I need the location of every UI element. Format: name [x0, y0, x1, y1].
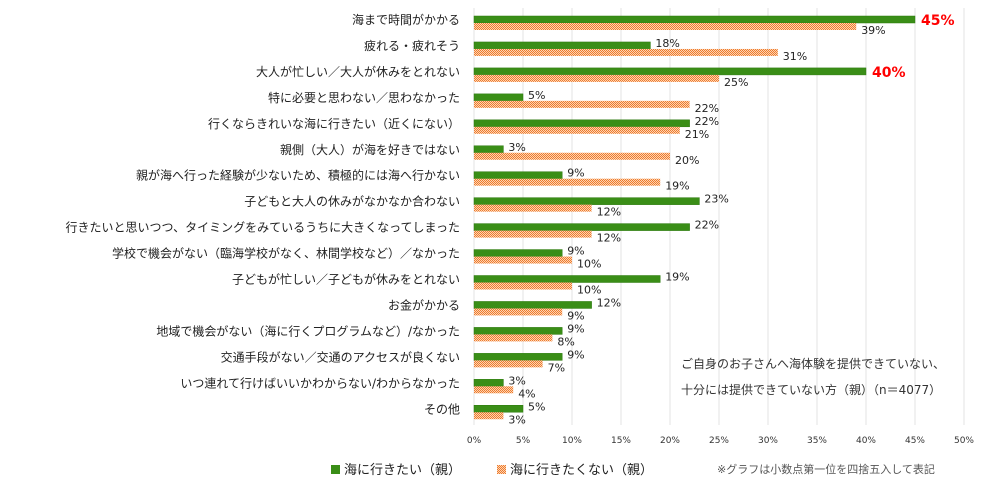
data-label-not-want: 22% [695, 102, 719, 115]
bar-want [473, 301, 592, 309]
category-label: お金がかかる [388, 297, 460, 312]
x-tick-label: 50% [954, 436, 974, 446]
bar-want [473, 405, 524, 413]
x-tick-label: 5% [516, 436, 531, 446]
data-label-want: 3% [508, 141, 525, 154]
data-label-not-want: 9% [567, 309, 584, 322]
category-label: 行きたいと思いつつ、タイミングをみているうちに大きくなってしまった [66, 221, 460, 235]
data-label-want: 9% [567, 167, 584, 180]
category-label: 親が海へ行った経験が少ないため、積極的には海へ行かない [136, 168, 460, 183]
bar-want [473, 67, 867, 76]
data-label-want: 18% [655, 37, 679, 50]
bar-want [473, 275, 661, 283]
data-label-not-want: 39% [861, 24, 885, 37]
bar-not-want [474, 74, 719, 82]
legend-label-want: 海に行きたい（親） [344, 463, 461, 478]
bar-want [473, 41, 651, 50]
annotation-line-2: 十分には提供できていない方（親）（n＝4077） [681, 382, 941, 397]
data-label-not-want: 20% [675, 154, 699, 167]
data-label-not-want: 4% [518, 387, 535, 400]
category-label: 大人が忙しい／大人が休みをとれない [256, 64, 460, 79]
bar-want [473, 119, 690, 128]
bar-want [473, 171, 563, 179]
bar-not-want [474, 386, 514, 394]
category-label: その他 [424, 402, 460, 416]
bar-not-want [474, 152, 670, 160]
data-label-not-want: 8% [557, 335, 574, 348]
data-label-not-want: 10% [577, 284, 601, 297]
data-label-not-want: 31% [783, 50, 807, 63]
bar-want [473, 379, 504, 387]
data-label-want: 22% [695, 219, 719, 232]
category-label: 地域で機会がない（海に行くプログラムなど）/なかった [156, 323, 460, 338]
data-label-want: 5% [528, 400, 545, 413]
bar-want [473, 353, 563, 361]
x-tick-label: 40% [856, 436, 876, 446]
x-tick-label: 10% [562, 436, 582, 446]
category-label: 特に必要と思わない／思わなかった [268, 90, 460, 105]
data-label-want: 5% [528, 89, 545, 102]
data-label-want: 23% [704, 193, 728, 206]
bar-not-want [474, 412, 504, 420]
data-label-want: 9% [567, 322, 584, 335]
legend-swatch-want [331, 465, 340, 474]
category-label: いつ連れて行けばいいかわからない/わからなかった [180, 376, 460, 390]
x-tick-label: 0% [467, 436, 482, 446]
data-label-not-want: 3% [508, 413, 525, 426]
data-label-want: 9% [567, 348, 584, 361]
bar-want [473, 93, 524, 102]
bar-want [473, 327, 563, 335]
bar-not-want [474, 282, 572, 290]
bar-not-want [474, 334, 553, 342]
legend-label-not-want: 海に行きたくない（親） [510, 463, 653, 478]
legend-swatch-not-want [497, 465, 506, 474]
data-label-want: 45% [921, 13, 955, 29]
category-label: 行くならきれいな海に行きたい（近くにない） [208, 116, 460, 131]
x-tick-label: 25% [709, 436, 729, 446]
category-label: 子どもが忙しい／子どもが休みをとれない [232, 272, 460, 287]
data-label-not-want: 19% [665, 180, 689, 193]
bar-want [473, 223, 690, 231]
bar-want [473, 145, 504, 153]
category-label: 疲れる・疲れそう [364, 38, 460, 53]
data-label-not-want: 12% [597, 232, 621, 245]
bar-not-want [474, 23, 857, 30]
data-label-want: 19% [665, 271, 689, 284]
x-tick-label: 35% [807, 436, 827, 446]
data-label-want: 3% [508, 374, 525, 387]
x-tick-label: 30% [758, 436, 778, 446]
bar-want [473, 197, 700, 205]
data-label-not-want: 10% [577, 258, 601, 271]
data-label-want: 9% [567, 245, 584, 258]
bar-not-want [474, 360, 543, 368]
category-label: 交通手段がない／交通のアクセスが良くない [221, 349, 460, 364]
category-label: 海まで時間がかかる [352, 12, 460, 27]
bar-not-want [474, 256, 572, 264]
x-tick-label: 45% [905, 436, 925, 446]
data-label-want: 40% [872, 65, 906, 81]
category-label: 親側（大人）が海を好きではない [280, 142, 460, 157]
bar-not-want [474, 204, 592, 212]
category-label: 学校で機会がない（臨海学校がなく、林間学校など）／なかった [112, 246, 460, 261]
annotation-line-1: ご自身のお子さんへ海体験を提供できていない、 [681, 356, 945, 371]
data-label-not-want: 25% [724, 76, 748, 89]
data-label-not-want: 7% [548, 361, 565, 374]
data-label-not-want: 12% [597, 206, 621, 219]
footnote: ※グラフは小数点第一位を四捨五入して表記 [717, 462, 935, 476]
bar-not-want [474, 126, 680, 134]
x-tick-label: 15% [611, 436, 631, 446]
bar-want [473, 249, 563, 257]
bar-want [473, 15, 916, 24]
bar-not-want [474, 178, 661, 186]
data-label-want: 12% [597, 296, 621, 309]
bar-not-want [474, 308, 563, 316]
bar-not-want [474, 230, 592, 238]
x-tick-label: 20% [660, 436, 680, 446]
bar-not-want [474, 48, 778, 56]
data-label-not-want: 21% [685, 128, 709, 141]
data-label-want: 22% [695, 115, 719, 128]
bar-not-want [474, 100, 690, 108]
category-label: 子どもと大人の休みがなかなか合わない [244, 194, 460, 209]
